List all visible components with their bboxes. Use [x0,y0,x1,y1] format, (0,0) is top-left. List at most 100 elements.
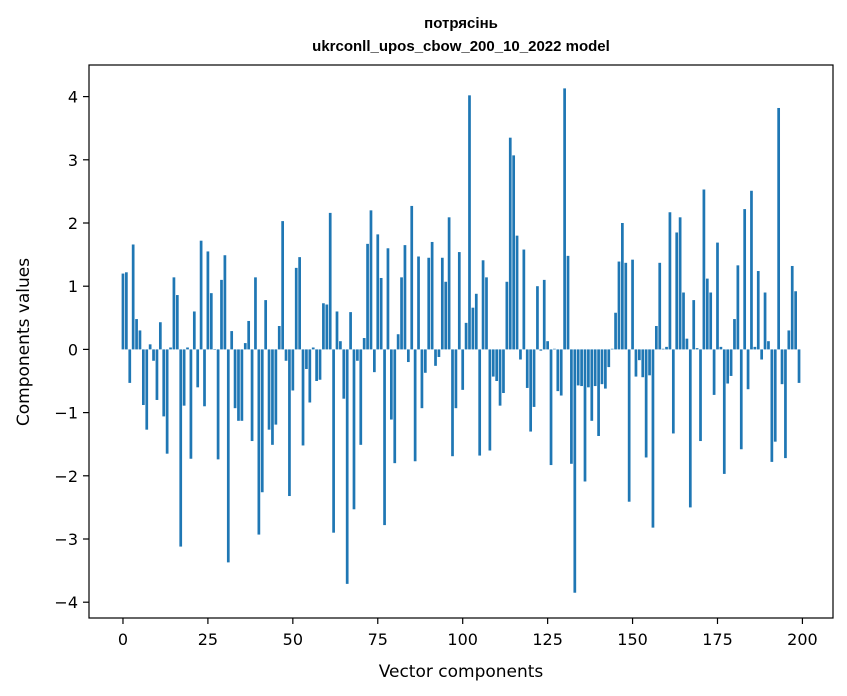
bar [695,348,699,350]
bar [794,291,797,350]
bar [631,259,634,350]
bar [376,234,380,350]
bar [203,349,206,407]
bar [627,349,631,502]
chart-title-line-1: потрясінь [424,15,498,32]
bar [712,349,716,395]
bar [284,349,288,361]
bar [587,349,590,388]
bar [784,349,787,459]
bar [746,349,750,390]
x-tick-label: 100 [447,630,478,649]
bar [131,244,135,350]
bar [709,292,713,350]
bar [512,155,516,350]
bar [427,257,431,350]
x-tick-label: 175 [702,630,733,649]
chart-title-line-2: ukrconll_upos_cbow_200_10_2022 model [312,38,610,55]
bar [209,293,213,350]
bar [379,277,383,350]
x-tick-label: 0 [118,630,128,649]
bar [665,346,668,350]
x-axis-label: Vector components [379,662,544,682]
bar [610,348,614,350]
bar [169,347,172,350]
bar [777,107,781,350]
bar [733,319,736,350]
bar [141,349,145,406]
bar [675,232,679,350]
bar [162,349,166,417]
bar [396,334,400,350]
bar [505,281,509,350]
bar [549,349,553,466]
bar [722,349,726,474]
bar [539,349,543,351]
bar [400,277,403,350]
bar [271,349,274,445]
bar [440,257,444,350]
bar [165,349,169,454]
bar [457,252,461,350]
bar [247,320,251,350]
bar [566,255,570,350]
bar [763,292,767,350]
bar [570,349,573,464]
bar [644,349,648,458]
bar [699,349,702,442]
bar [529,349,533,432]
bar [311,347,315,350]
y-tick-label: 3 [68,151,78,170]
bar [658,262,662,350]
bar [614,312,617,350]
bar [403,245,407,350]
bar [288,349,291,497]
bar [600,349,604,385]
bar [444,281,448,350]
bar [498,349,502,406]
x-tick-label: 150 [617,630,648,649]
bar [291,349,295,391]
bar [743,209,747,350]
bar [556,349,560,392]
x-tick-label: 200 [787,630,818,649]
bar [536,286,539,350]
bar-series [121,88,801,593]
bar [223,255,227,350]
bar [580,349,583,387]
bar [155,349,159,400]
bar [152,349,155,361]
bar [423,349,427,373]
bar [233,349,237,409]
bar [468,95,471,350]
bar [454,349,458,409]
bar [240,349,244,421]
x-tick-label: 75 [368,630,388,649]
bar [383,349,386,526]
bar [671,349,675,434]
bar [410,205,414,350]
bar [485,277,488,350]
bar [267,349,271,430]
bar [719,346,723,350]
bar [281,221,285,350]
bar [172,277,176,350]
bar [145,349,149,430]
bar [634,349,638,377]
bar [294,267,298,350]
bar [617,261,621,350]
bar [637,349,641,361]
bar [546,341,549,350]
bar [790,265,794,350]
bar [797,349,801,383]
bar [593,349,597,387]
bar [135,319,138,350]
bar [621,223,624,350]
bar [451,349,454,457]
bar [356,349,359,361]
bar [243,343,247,350]
bar [148,344,152,350]
bar [121,273,125,350]
bar [576,349,580,386]
y-axis-label: Components values [14,258,34,426]
